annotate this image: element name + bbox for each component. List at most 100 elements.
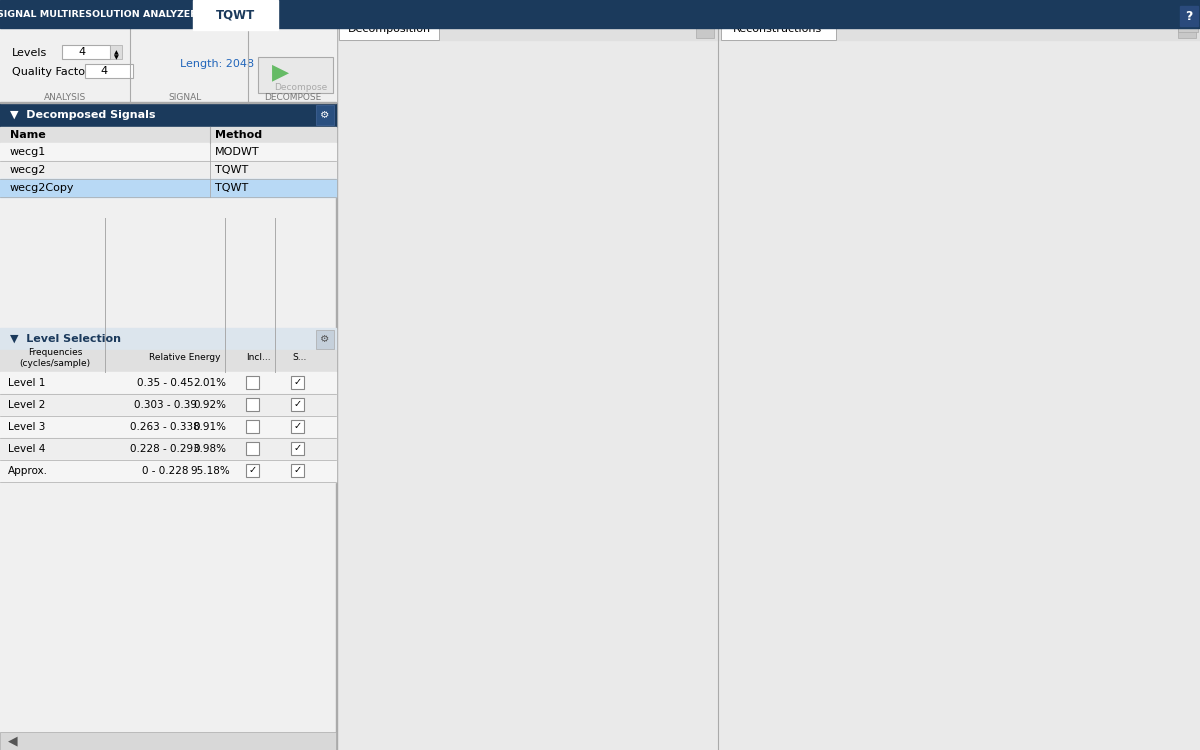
Bar: [0, 350, 336, 372]
wecg1: [844, 116, 858, 124]
Bar: [0, 0, 1200, 28]
Text: DECOMPOSE: DECOMPOSE: [264, 94, 322, 103]
Bar: [0, 28, 336, 103]
Bar: [337, 18, 718, 40]
Bar: [1180, 6, 1198, 26]
Bar: [340, 18, 439, 40]
Text: Frequencies
(cycles/sample): Frequencies (cycles/sample): [19, 348, 90, 368]
X-axis label: samples: samples: [524, 749, 571, 750]
wecg1: [983, 349, 997, 358]
Bar: [337, 28, 718, 750]
Bar: [316, 105, 334, 125]
wecg2Copy: [926, 409, 941, 418]
Text: 4: 4: [78, 47, 85, 57]
Text: 0.91%: 0.91%: [193, 422, 227, 432]
wecg2: [983, 349, 997, 358]
Text: wecg1: wecg1: [10, 147, 47, 157]
Text: Decompose: Decompose: [274, 82, 328, 92]
Text: 0.92%: 0.92%: [193, 400, 227, 410]
Line: wecg1: wecg1: [776, 120, 1188, 499]
Text: ANALYSIS: ANALYSIS: [44, 94, 86, 103]
Bar: [246, 464, 259, 477]
Text: Method: Method: [215, 130, 262, 140]
wecg2: [976, 388, 990, 398]
Bar: [1178, 20, 1196, 38]
X-axis label: samples: samples: [958, 743, 1007, 750]
Text: Name: Name: [10, 130, 46, 140]
Text: ⚙: ⚙: [320, 110, 330, 120]
Bar: [292, 442, 304, 455]
Text: Level 3: Level 3: [8, 422, 46, 432]
wecg: [1181, 363, 1195, 372]
Text: SIGNAL MULTIRESOLUTION ANALYZER: SIGNAL MULTIRESOLUTION ANALYZER: [0, 10, 197, 19]
Text: Level 1: Level 1: [8, 378, 46, 388]
Bar: [0, 438, 336, 460]
Text: 0.303 - 0.39: 0.303 - 0.39: [133, 400, 197, 410]
Bar: [110, 45, 122, 59]
wecg2: [1073, 384, 1087, 393]
Text: Reconstructions: Reconstructions: [733, 24, 823, 34]
Bar: [0, 102, 336, 103]
wecg2: [983, 356, 997, 365]
Bar: [0, 127, 336, 143]
Bar: [292, 376, 304, 389]
Text: 0.98%: 0.98%: [193, 444, 227, 454]
Bar: [0, 103, 336, 127]
Text: ✓: ✓: [294, 399, 301, 409]
Line: wecg: wecg: [776, 119, 1188, 499]
wecg1: [888, 403, 902, 412]
wecg2Copy: [977, 517, 991, 526]
Text: Level 4: Level 4: [8, 444, 46, 454]
Text: Decomposition: Decomposition: [348, 24, 431, 34]
Bar: [246, 376, 259, 389]
wecg2: [1109, 490, 1123, 499]
wecg2Copy: [976, 358, 990, 367]
Text: TQWT: TQWT: [215, 183, 248, 193]
Text: ◀: ◀: [8, 734, 18, 748]
wecg1: [1109, 494, 1123, 503]
wecg2Copy: [844, 84, 858, 93]
wecg: [844, 115, 858, 124]
Text: Levels: Levels: [12, 48, 47, 58]
Bar: [258, 57, 334, 93]
Text: Incl...: Incl...: [246, 353, 270, 362]
Line: wecg2Copy: wecg2Copy: [776, 88, 1188, 521]
Bar: [246, 398, 259, 411]
Text: Level 2: Level 2: [8, 400, 46, 410]
Bar: [0, 28, 336, 750]
Bar: [719, 18, 1200, 40]
Text: ▶: ▶: [272, 62, 289, 82]
Bar: [292, 420, 304, 433]
Bar: [0, 179, 336, 197]
Bar: [246, 442, 259, 455]
Bar: [0, 161, 336, 179]
wecg: [888, 392, 902, 401]
Text: TQWT: TQWT: [215, 165, 248, 175]
Bar: [316, 330, 334, 349]
Text: MODWT: MODWT: [215, 147, 259, 157]
wecg1: [976, 386, 990, 395]
Text: ▼  Level Selection: ▼ Level Selection: [10, 334, 121, 344]
Line: wecg2: wecg2: [776, 120, 1188, 494]
wecg: [926, 421, 941, 430]
Bar: [696, 20, 714, 38]
Bar: [0, 143, 336, 161]
Bar: [0, 328, 336, 350]
Text: ✓: ✓: [294, 465, 301, 475]
Bar: [62, 45, 110, 59]
Text: ▲: ▲: [1184, 11, 1192, 20]
wecg2Copy: [888, 394, 902, 403]
wecg: [983, 352, 997, 361]
wecg2: [1181, 360, 1195, 369]
Text: 2.01%: 2.01%: [193, 378, 227, 388]
Text: Length: 2048: Length: 2048: [180, 59, 254, 69]
Text: Approx.: Approx.: [355, 646, 365, 684]
Text: ✓: ✓: [294, 443, 301, 453]
Text: ▲
▼: ▲ ▼: [114, 50, 119, 60]
Text: 4: 4: [100, 66, 107, 76]
Bar: [0, 372, 336, 394]
Bar: [719, 28, 1200, 750]
wecg2Copy: [1073, 392, 1087, 401]
wecg2Copy: [769, 329, 784, 338]
Bar: [2, 2, 192, 27]
